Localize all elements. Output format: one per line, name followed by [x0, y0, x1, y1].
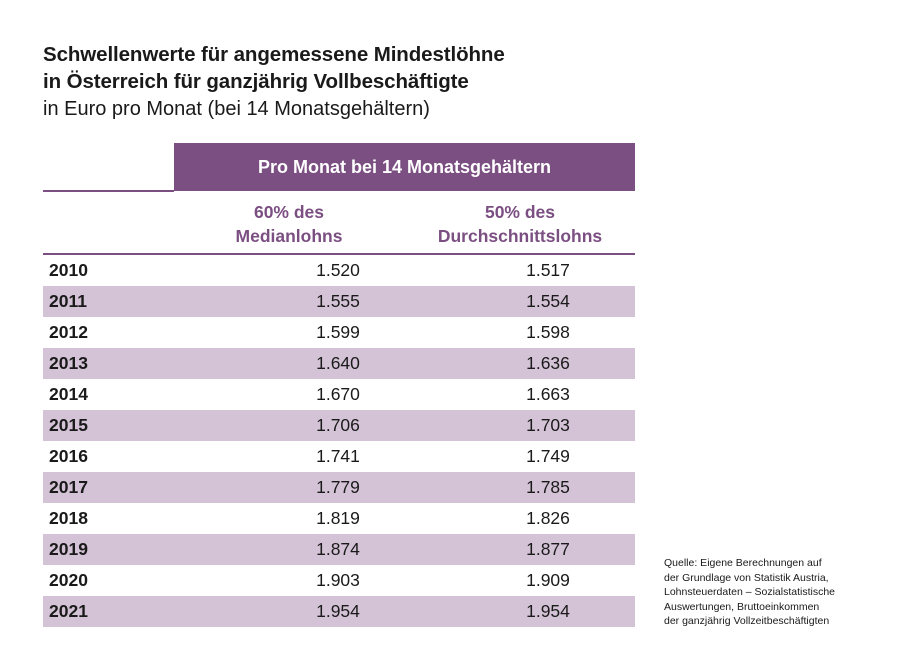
table-row: 2013 1.640 1.636 — [43, 348, 635, 379]
median-value-cell: 1.599 — [316, 322, 360, 342]
median-value-cell: 1.640 — [316, 353, 360, 373]
median-value-cell: 1.819 — [316, 508, 360, 528]
average-value-cell: 1.749 — [526, 446, 570, 466]
table-row: 2011 1.555 1.554 — [43, 286, 635, 317]
column-header-average-line1: 50% des — [484, 202, 556, 222]
year-cell: 2021 — [49, 601, 88, 621]
table-row: 2016 1.741 1.749 — [43, 441, 635, 472]
column-header-median-line1: 60% des — [253, 202, 325, 222]
column-header-median: 60% des Medianlohns — [184, 200, 394, 248]
table-row: 2014 1.670 1.663 — [43, 379, 635, 410]
year-cell: 2013 — [49, 353, 88, 373]
year-cell: 2018 — [49, 508, 88, 528]
median-value-cell: 1.874 — [316, 539, 360, 559]
year-cell: 2015 — [49, 415, 88, 435]
table-row: 2019 1.874 1.877 — [43, 534, 635, 565]
median-value-cell: 1.779 — [316, 477, 360, 497]
year-cell: 2014 — [49, 384, 88, 404]
median-value-cell: 1.903 — [316, 570, 360, 590]
table-row: 2015 1.706 1.703 — [43, 410, 635, 441]
year-cell: 2017 — [49, 477, 88, 497]
year-cell: 2019 — [49, 539, 88, 559]
average-value-cell: 1.636 — [526, 353, 570, 373]
title-line-1: Schwellenwerte für angemessene Mindestlö… — [43, 43, 505, 66]
data-table: 2010 1.520 1.517 2011 1.555 1.554 2012 1.599 1.5… — [43, 255, 635, 627]
table-group-header: Pro Monat bei 14 Monatsgehältern — [174, 143, 635, 191]
year-cell: 2011 — [49, 291, 87, 311]
median-value-cell: 1.670 — [316, 384, 360, 404]
average-value-cell: 1.909 — [526, 570, 570, 590]
page-title: Schwellenwerte für angemessene Mindestlö… — [43, 41, 863, 123]
table-row: 2017 1.779 1.785 — [43, 472, 635, 503]
average-value-cell: 1.877 — [526, 539, 570, 559]
table-row: 2020 1.903 1.909 — [43, 565, 635, 596]
table-row: 2010 1.520 1.517 — [43, 255, 635, 286]
year-cell: 2016 — [49, 446, 88, 466]
source-note-line: der ganzjährig Vollzeitbeschäftigten — [664, 615, 830, 627]
median-value-cell: 1.954 — [316, 601, 360, 621]
average-value-cell: 1.954 — [526, 601, 570, 621]
table-row: 2018 1.819 1.826 — [43, 503, 635, 534]
column-header-average: 50% des Durchschnittslohns — [400, 200, 640, 248]
average-value-cell: 1.598 — [526, 322, 570, 342]
table-group-header-label: Pro Monat bei 14 Monatsgehältern — [257, 156, 552, 177]
table-row: 2012 1.599 1.598 — [43, 317, 635, 348]
average-value-cell: 1.826 — [526, 508, 570, 528]
column-header-average-line2: Durchschnittslohns — [437, 226, 603, 246]
median-value-cell: 1.706 — [316, 415, 360, 435]
table-row: 2021 1.954 1.954 — [43, 596, 635, 627]
subtitle: in Euro pro Monat (bei 14 Monatsgehälter… — [43, 98, 430, 120]
source-note-line: Quelle: Eigene Berechnungen auf — [664, 557, 822, 569]
source-note-line: Auswertungen, Bruttoeinkommen — [664, 600, 820, 613]
source-note: Quelle: Eigene Berechnungen auf der Grund… — [664, 556, 889, 629]
title-line-2: in Österreich für ganzjährig Vollbeschäf… — [43, 70, 469, 93]
average-value-cell: 1.517 — [526, 260, 570, 280]
median-value-cell: 1.741 — [316, 446, 360, 466]
average-value-cell: 1.554 — [526, 291, 570, 311]
source-note-line: der Grundlage von Statistik Austria, — [664, 571, 829, 584]
average-value-cell: 1.785 — [526, 477, 570, 497]
median-value-cell: 1.520 — [316, 260, 360, 280]
source-note-line: Lohnsteuerdaten – Sozialstatistische — [664, 586, 836, 598]
average-value-cell: 1.703 — [526, 415, 570, 435]
year-cell: 2010 — [49, 260, 88, 280]
column-header-median-line2: Medianlohns — [235, 226, 343, 246]
year-cell: 2020 — [49, 570, 88, 590]
average-value-cell: 1.663 — [526, 384, 570, 404]
column-header-divider — [43, 253, 635, 255]
median-value-cell: 1.555 — [316, 291, 360, 311]
header-divider — [43, 190, 174, 192]
year-cell: 2012 — [49, 322, 88, 342]
